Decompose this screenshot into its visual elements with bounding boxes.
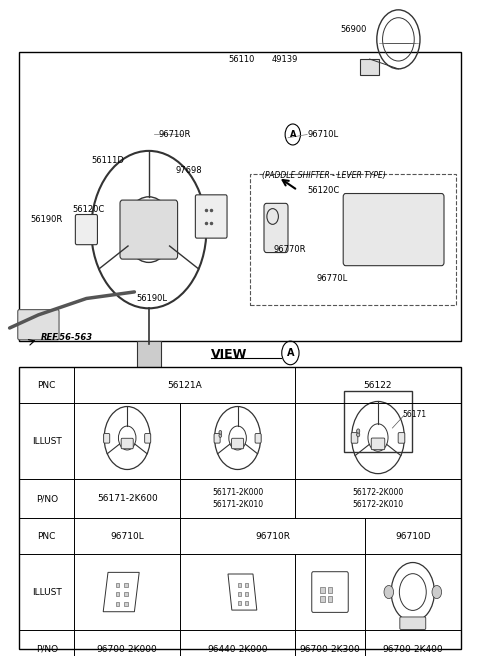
FancyBboxPatch shape [195, 195, 227, 238]
Text: 96710L: 96710L [307, 130, 338, 139]
Bar [116, 592, 119, 596]
Text: REF.56-563: REF.56-563 [41, 333, 93, 342]
FancyBboxPatch shape [144, 434, 151, 443]
Text: P/NO: P/NO [36, 645, 58, 654]
Text: 56190R: 56190R [30, 215, 62, 224]
Bar [238, 592, 241, 596]
Text: P/NO: P/NO [36, 494, 58, 503]
FancyBboxPatch shape [18, 310, 59, 340]
Text: 96710R: 96710R [255, 532, 290, 541]
Bar [116, 602, 119, 606]
FancyBboxPatch shape [371, 438, 385, 450]
Text: 56171-2K000
56171-2K010: 56171-2K000 56171-2K010 [212, 488, 263, 509]
Circle shape [357, 432, 360, 437]
Text: 56111D: 56111D [91, 156, 124, 165]
Bar [124, 583, 128, 586]
FancyBboxPatch shape [351, 433, 358, 443]
Text: 56171: 56171 [402, 411, 426, 419]
Text: 56120C: 56120C [72, 205, 104, 215]
Text: 96700-2K000: 96700-2K000 [97, 645, 157, 654]
FancyBboxPatch shape [312, 571, 348, 613]
Text: 96700-2K300: 96700-2K300 [300, 645, 360, 654]
Text: 56190L: 56190L [137, 294, 168, 303]
Bar [245, 583, 248, 587]
Text: 96700-2K400: 96700-2K400 [383, 645, 443, 654]
Circle shape [357, 429, 360, 433]
Text: 56172-2K000
56172-2K010: 56172-2K000 56172-2K010 [352, 488, 404, 509]
FancyBboxPatch shape [360, 59, 379, 75]
Bar [124, 602, 128, 606]
Text: A: A [289, 130, 296, 139]
FancyBboxPatch shape [104, 434, 110, 443]
Text: A: A [287, 348, 294, 358]
FancyBboxPatch shape [214, 434, 220, 443]
Text: 56121A: 56121A [168, 381, 202, 390]
Circle shape [219, 434, 222, 438]
Bar [245, 602, 248, 605]
Bar [19, 367, 461, 649]
Text: 96770L: 96770L [317, 274, 348, 283]
FancyBboxPatch shape [343, 194, 444, 266]
FancyBboxPatch shape [255, 434, 261, 443]
Text: 56900: 56900 [341, 25, 367, 34]
Bar [321, 596, 325, 602]
Bar [327, 588, 333, 593]
Text: 56110: 56110 [228, 54, 254, 64]
Bar [327, 596, 333, 602]
Bar [238, 602, 241, 605]
FancyBboxPatch shape [121, 438, 133, 449]
Text: ILLUST: ILLUST [32, 437, 61, 445]
FancyBboxPatch shape [231, 438, 244, 449]
Text: 97698: 97698 [175, 166, 202, 175]
Bar [238, 583, 241, 587]
Text: 96710D: 96710D [395, 532, 431, 541]
Text: 96770R: 96770R [274, 245, 306, 254]
Text: ILLUST: ILLUST [32, 588, 61, 596]
Circle shape [432, 585, 442, 598]
Bar [344, 391, 412, 452]
Bar [321, 588, 325, 593]
FancyBboxPatch shape [398, 433, 405, 443]
FancyBboxPatch shape [400, 617, 426, 630]
Bar [245, 592, 248, 596]
FancyBboxPatch shape [75, 215, 97, 245]
Bar [116, 583, 119, 586]
Circle shape [384, 585, 394, 598]
FancyBboxPatch shape [264, 203, 288, 253]
Text: 56171-2K600: 56171-2K600 [97, 494, 157, 503]
FancyBboxPatch shape [250, 174, 456, 305]
Text: PNC: PNC [37, 532, 56, 541]
Circle shape [219, 430, 222, 434]
Bar [124, 592, 128, 596]
Text: 49139: 49139 [271, 54, 298, 64]
Text: PNC: PNC [37, 381, 56, 390]
Text: 96710L: 96710L [110, 532, 144, 541]
Text: 56122: 56122 [364, 381, 392, 390]
Text: VIEW: VIEW [211, 348, 248, 361]
FancyBboxPatch shape [137, 341, 161, 367]
Text: 96440-2K000: 96440-2K000 [207, 645, 268, 654]
Text: 96710R: 96710R [158, 130, 191, 139]
FancyBboxPatch shape [19, 52, 461, 341]
Text: (PADDLE SHIFTER - LEVER TYPE): (PADDLE SHIFTER - LEVER TYPE) [262, 171, 385, 180]
Text: 56120C: 56120C [307, 186, 339, 195]
FancyBboxPatch shape [120, 200, 178, 259]
